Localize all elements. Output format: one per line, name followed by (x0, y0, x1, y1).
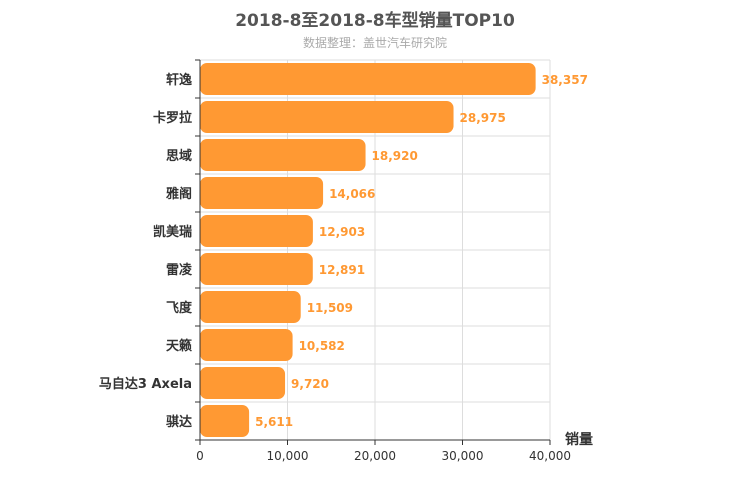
x-tick-label: 40,000 (529, 449, 571, 463)
value-label: 10,582 (299, 339, 345, 353)
category-label: 天籁 (166, 338, 192, 354)
category-label: 飞度 (166, 300, 193, 316)
category-label: 凯美瑞 (153, 224, 192, 240)
category-label: 骐达 (166, 414, 192, 430)
bar[interactable] (200, 139, 366, 171)
bar[interactable] (200, 215, 313, 247)
x-tick-label: 20,000 (354, 449, 396, 463)
x-tick-label: 10,000 (267, 449, 309, 463)
x-tick-label: 30,000 (442, 449, 484, 463)
category-label: 马自达3 Axela (99, 376, 192, 392)
bars (200, 63, 536, 437)
value-label: 28,975 (460, 111, 506, 125)
value-label: 18,920 (372, 149, 418, 163)
category-label: 雷凌 (166, 262, 193, 278)
category-label: 思域 (166, 148, 192, 164)
value-label: 9,720 (291, 377, 329, 391)
value-label: 5,611 (255, 415, 293, 429)
bar[interactable] (200, 291, 301, 323)
value-label: 14,066 (329, 187, 375, 201)
x-axis-title: 销量 (565, 431, 593, 448)
value-label: 11,509 (307, 301, 353, 315)
labels: 轩逸 38,357 卡罗拉 28,975 思域 18,920 雅阁 14,066 凯美瑞 12,9… (99, 72, 593, 463)
chart-subtitle: 数据整理：盖世汽车研究院 (302, 36, 447, 50)
axes (195, 59, 551, 445)
category-label: 雅阁 (166, 186, 192, 202)
bar[interactable] (200, 253, 313, 285)
value-label: 12,903 (319, 225, 365, 239)
bar[interactable] (200, 177, 324, 209)
value-label: 38,357 (542, 73, 588, 87)
bar[interactable] (200, 367, 286, 399)
bar[interactable] (200, 329, 293, 361)
x-tick-label: 0 (196, 449, 204, 463)
bar[interactable] (200, 63, 536, 95)
category-label: 轩逸 (166, 72, 192, 88)
category-label: 卡罗拉 (153, 110, 192, 126)
bar[interactable] (200, 405, 250, 437)
value-label: 12,891 (319, 263, 365, 277)
bar[interactable] (200, 101, 454, 133)
chart-title: 2018-8至2018-8车型销量TOP10 (235, 11, 515, 31)
